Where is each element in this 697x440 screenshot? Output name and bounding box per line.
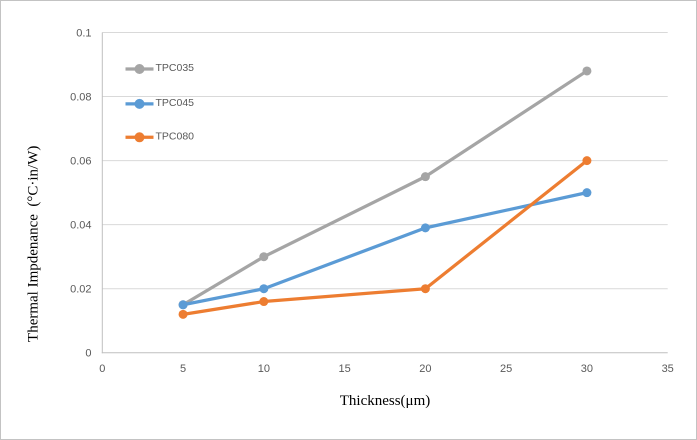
svg-text:35: 35 [662, 363, 674, 375]
svg-text:5: 5 [180, 363, 186, 375]
svg-text:0: 0 [99, 363, 105, 375]
svg-text:TPC080: TPC080 [156, 131, 195, 143]
svg-text:30: 30 [581, 363, 593, 375]
svg-text:15: 15 [338, 363, 350, 375]
svg-text:0.1: 0.1 [76, 27, 91, 39]
svg-text:0.08: 0.08 [70, 92, 91, 104]
svg-text:0.04: 0.04 [70, 220, 91, 232]
svg-text:0.02: 0.02 [70, 284, 91, 296]
svg-text:25: 25 [500, 363, 512, 375]
svg-text:TPC035: TPC035 [156, 62, 195, 74]
svg-text:TPC045: TPC045 [156, 97, 195, 109]
svg-text:Thermal Impdenance (°C·in/W): Thermal Impdenance (°C·in/W) [26, 146, 42, 342]
svg-text:10: 10 [258, 363, 270, 375]
svg-text:20: 20 [419, 363, 431, 375]
svg-text:0.06: 0.06 [70, 156, 91, 168]
svg-text:Thickness(μm): Thickness(μm) [340, 393, 431, 409]
svg-text:0: 0 [85, 348, 91, 360]
